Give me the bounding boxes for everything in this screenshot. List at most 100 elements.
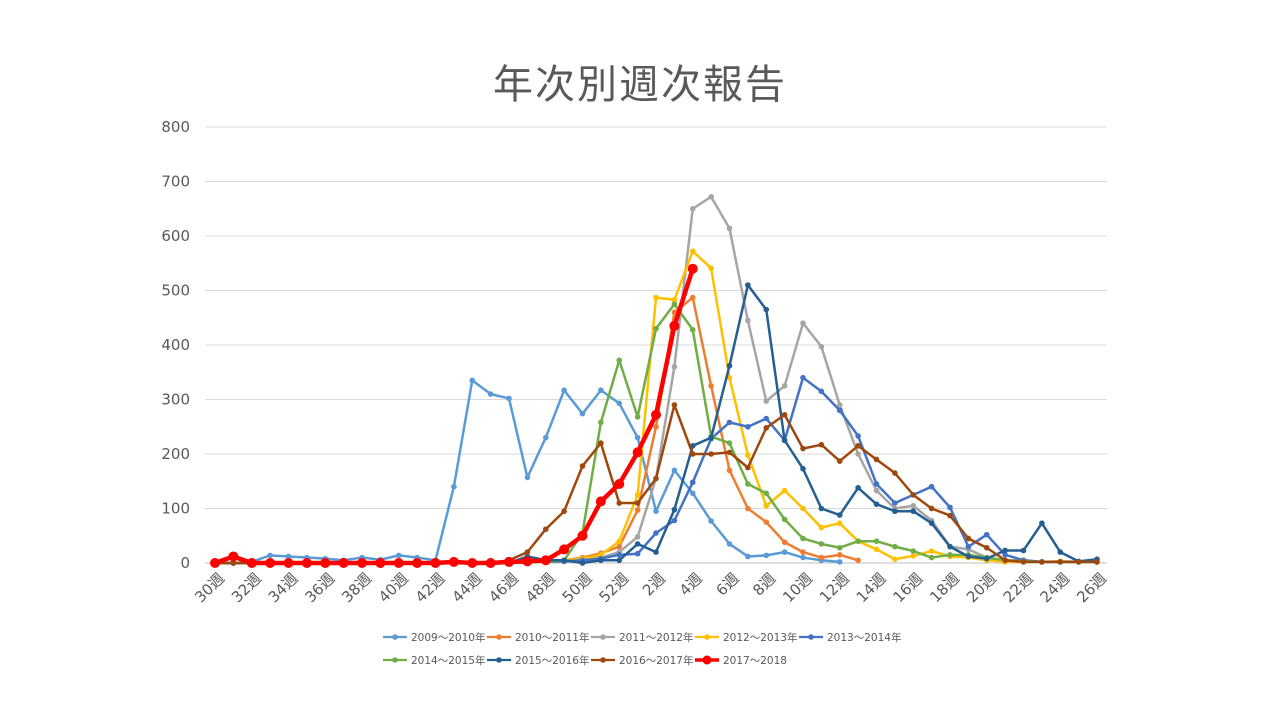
data-point	[781, 437, 788, 444]
data-point	[763, 425, 770, 431]
data-point	[892, 508, 898, 515]
data-point	[781, 487, 788, 494]
data-point	[616, 552, 623, 558]
x-axis-tick-labels: 30週 32週 34週 36週 38週 40週 42週 44週 46週 48週 50週 52週 2週 4週…	[191, 569, 1110, 606]
data-point	[451, 483, 457, 490]
data-point	[1002, 557, 1008, 564]
data-point	[598, 419, 604, 426]
legend-item: 2009～2010年	[383, 631, 485, 644]
legend-item: 2012～2013年	[695, 631, 797, 644]
data-point	[763, 519, 770, 525]
data-point	[561, 387, 567, 394]
data-point	[301, 558, 312, 568]
data-point	[892, 556, 898, 562]
data-point	[634, 534, 641, 540]
series-5	[212, 301, 1100, 566]
data-point	[522, 556, 533, 567]
data-point	[965, 543, 972, 550]
data-point	[267, 552, 273, 559]
data-point	[540, 555, 551, 566]
data-point	[338, 558, 349, 568]
data-point	[892, 470, 898, 476]
legend-item: 2017～2018	[695, 655, 787, 667]
data-point	[928, 520, 935, 527]
data-point	[818, 441, 825, 448]
data-point	[616, 557, 623, 564]
data-point	[653, 475, 659, 482]
data-point	[246, 558, 257, 568]
data-point	[965, 553, 972, 560]
data-point	[781, 539, 788, 546]
data-point	[708, 265, 714, 271]
data-point	[1039, 520, 1045, 527]
data-point	[910, 553, 917, 559]
data-point	[671, 301, 678, 307]
data-point	[485, 558, 496, 568]
data-point	[524, 474, 531, 481]
x-tick-label: 10週	[779, 569, 816, 606]
data-point	[965, 535, 972, 542]
legend-label: 2015～2016年	[515, 654, 589, 667]
data-point	[616, 357, 623, 364]
x-tick-label: 14週	[853, 569, 890, 606]
data-point	[671, 506, 678, 513]
data-point	[855, 484, 861, 491]
legend-label: 2011～2012年	[619, 631, 693, 644]
legend-label: 2010～2011年	[515, 631, 589, 644]
data-point	[283, 558, 294, 568]
legend-swatch-marker	[704, 634, 710, 640]
data-point	[781, 516, 788, 523]
data-point	[210, 558, 220, 568]
data-point	[763, 415, 770, 422]
data-point	[1039, 559, 1045, 565]
data-point	[393, 558, 404, 568]
data-point	[873, 487, 880, 494]
x-tick-label: 24週	[1036, 569, 1073, 606]
data-point	[265, 558, 276, 568]
data-point	[818, 541, 825, 547]
data-point	[708, 434, 714, 441]
x-tick-label: 40週	[375, 569, 412, 606]
data-point	[598, 387, 604, 394]
data-point	[745, 452, 751, 458]
series-line	[213, 302, 1099, 565]
data-point	[430, 558, 441, 568]
data-point	[689, 294, 696, 301]
legend-swatch-marker	[702, 655, 712, 665]
data-point	[1020, 547, 1027, 554]
data-point	[504, 556, 514, 567]
legend-swatch-marker	[808, 634, 814, 640]
data-point	[836, 544, 843, 551]
data-point	[467, 558, 478, 568]
data-point	[487, 391, 494, 397]
data-point	[320, 558, 331, 568]
data-point	[634, 541, 641, 547]
data-point	[800, 445, 806, 452]
data-point	[653, 549, 659, 555]
legend-item: 2010～2011年	[487, 631, 589, 644]
x-tick-label: 2週	[639, 569, 669, 599]
data-point	[983, 555, 990, 562]
data-point	[561, 508, 567, 515]
data-point	[800, 374, 806, 381]
data-point	[579, 410, 586, 417]
legend: 2009～2010年 2010～2011年 2011～2012年 2012～2013年…	[383, 631, 901, 667]
data-point	[708, 451, 714, 457]
data-point	[836, 458, 843, 464]
x-tick-label: 12週	[816, 569, 853, 606]
data-point	[836, 402, 843, 408]
data-point	[910, 508, 917, 515]
x-tick-label: 50週	[559, 569, 596, 606]
data-point	[595, 496, 606, 507]
data-point	[542, 434, 549, 441]
x-tick-label: 34週	[265, 569, 302, 606]
data-point	[818, 388, 825, 395]
x-tick-label: 38週	[338, 569, 375, 606]
data-point	[651, 409, 661, 420]
data-point	[947, 552, 953, 558]
data-point	[763, 398, 770, 404]
legend-item: 2016～2017年	[591, 654, 693, 667]
x-tick-label: 30週	[191, 569, 228, 606]
series-1	[212, 294, 861, 566]
data-point	[506, 395, 512, 402]
